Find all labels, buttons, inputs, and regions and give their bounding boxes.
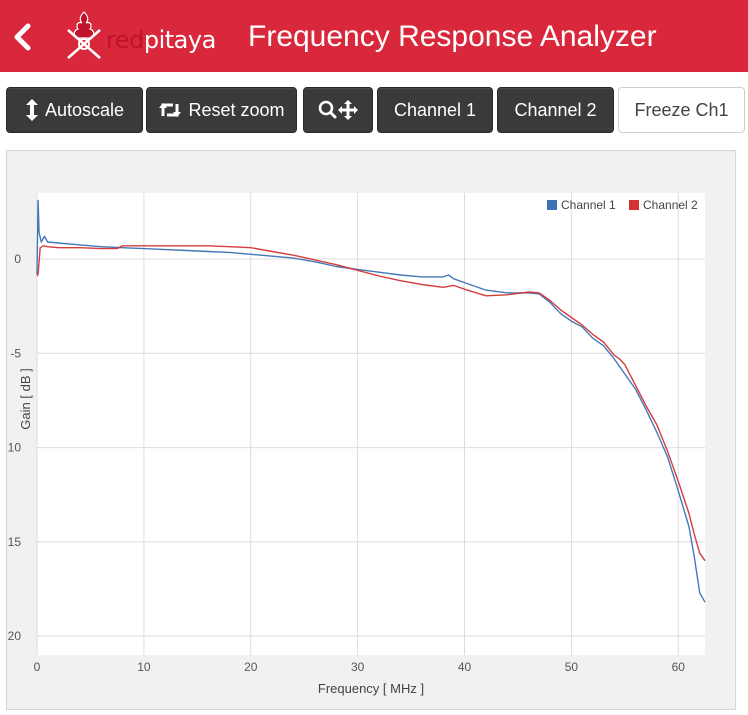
legend-swatch	[547, 200, 557, 210]
x-tick-label: 30	[351, 660, 365, 674]
reset-zoom-button[interactable]: Reset zoom	[146, 87, 297, 133]
frequency-response-chart[interactable]: 0 10 20 30 40 50 60 0 -5 -10 -15 -20 Frequency [ MHz…	[7, 151, 735, 709]
y-tick-label: -20	[7, 629, 21, 643]
search-move-icon	[318, 100, 358, 120]
x-tick-label: 50	[565, 660, 579, 674]
chevron-left-icon[interactable]	[10, 22, 36, 52]
x-axis-label: Frequency [ MHz ]	[318, 681, 424, 696]
pitaya-mark-icon	[67, 11, 101, 59]
legend-label: Channel 2	[643, 198, 698, 212]
x-tick-label: 60	[672, 660, 686, 674]
channel1-label: Channel 1	[393, 99, 477, 120]
vertical-arrows-icon	[25, 99, 38, 121]
series-line-channel1	[36, 199, 706, 603]
plot-area[interactable]	[37, 193, 705, 655]
series-line-channel2	[36, 245, 706, 562]
x-tick-label: 20	[244, 660, 258, 674]
y-tick-label: -10	[7, 441, 21, 455]
x-tick-label: 0	[34, 660, 41, 674]
y-tick-label: -5	[10, 346, 21, 360]
y-axis-label: Gain [ dB ]	[18, 368, 33, 429]
page-title: Frequency Response Analyzer	[248, 20, 657, 53]
autoscale-button[interactable]: Autoscale	[6, 87, 143, 133]
redpitaya-logo: redpitaya	[62, 8, 227, 64]
channel1-button[interactable]: Channel 1	[377, 87, 493, 133]
y-tick-label: -15	[7, 535, 21, 549]
x-tick-label: 10	[137, 660, 151, 674]
toolbar: Autoscale Reset zoom Channel 1 Channel 2…	[0, 85, 748, 135]
y-tick-label: 0	[14, 252, 21, 266]
graph-panel: 0 10 20 30 40 50 60 0 -5 -10 -15 -20 Frequency [ MHz…	[6, 150, 736, 710]
retweet-icon	[159, 103, 182, 117]
zoom-pan-button[interactable]	[303, 87, 373, 133]
legend-label: Channel 1	[561, 198, 616, 212]
channel2-label: Channel 2	[514, 99, 597, 120]
app-header: redpitaya Frequency Response Analyzer	[0, 0, 748, 72]
freeze-ch1-label: Freeze Ch1	[634, 99, 729, 120]
freeze-ch1-button[interactable]: Freeze Ch1	[618, 87, 745, 133]
logo-wordmark: redpitaya	[106, 26, 216, 54]
channel2-button[interactable]: Channel 2	[497, 87, 614, 133]
legend-swatch	[629, 200, 639, 210]
autoscale-label: Autoscale	[44, 99, 125, 120]
x-tick-label: 40	[458, 660, 472, 674]
reset-zoom-label: Reset zoom	[188, 99, 285, 120]
